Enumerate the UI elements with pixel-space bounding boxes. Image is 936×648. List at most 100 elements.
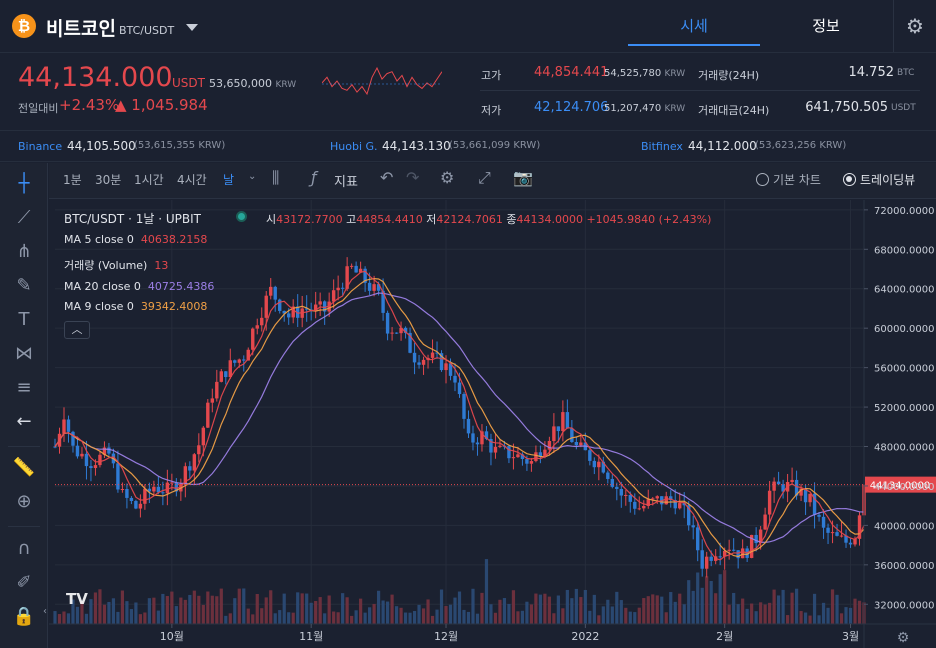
- legend-collapse-button[interactable]: ︿: [64, 321, 90, 339]
- candle-body: [534, 452, 538, 462]
- volume-bar: [570, 598, 574, 624]
- candle-body: [188, 466, 192, 471]
- legend-interval: 1날: [135, 212, 155, 226]
- volume-bar: [215, 596, 219, 624]
- volume-bar: [678, 593, 682, 624]
- volume-bar: [853, 598, 857, 624]
- price-chart[interactable]: 44134.0000 72000.0000 68000.0000 64000.0000…: [49, 200, 936, 648]
- tab-info[interactable]: 정보: [812, 17, 840, 35]
- volume-bar: [502, 598, 507, 624]
- candle-body: [731, 549, 736, 551]
- volume-bar: [345, 597, 349, 624]
- volume-bar: [723, 570, 727, 624]
- candle-body: [466, 418, 471, 434]
- volume-bar: [480, 592, 484, 624]
- settings-gear-icon[interactable]: ⚙: [893, 0, 936, 52]
- undo-icon[interactable]: ↶: [380, 168, 394, 187]
- text-tool-icon[interactable]: T: [18, 309, 30, 330]
- timeframe-dropdown-icon[interactable]: ⌄: [248, 171, 257, 182]
- volume-bar: [628, 611, 632, 624]
- coin-dropdown-icon[interactable]: [186, 24, 198, 31]
- candle-body: [129, 497, 134, 501]
- pattern-icon[interactable]: ⋈: [15, 343, 33, 364]
- timeframe-30m[interactable]: 30분: [95, 173, 122, 187]
- trend-line-icon[interactable]: ⟋: [17, 207, 31, 228]
- candle-body: [224, 371, 228, 378]
- basic-chart-radio[interactable]: [756, 173, 769, 186]
- ruler-icon[interactable]: 📏: [12, 457, 36, 478]
- volume-bar: [394, 606, 399, 624]
- candle-body: [269, 286, 273, 296]
- volume-bar: [732, 592, 736, 624]
- tradingview-radio[interactable]: [843, 173, 856, 186]
- redo-icon[interactable]: ↷: [406, 168, 420, 187]
- volume-bar: [534, 593, 538, 624]
- volume-bar: [53, 611, 57, 624]
- high-label: 고가: [481, 69, 502, 82]
- exchange-name[interactable]: Binance: [18, 140, 63, 153]
- candle-body: [287, 313, 291, 318]
- volume-bar: [651, 594, 655, 624]
- candle-body: [215, 381, 219, 399]
- volume-bar: [390, 594, 394, 624]
- volume-bar: [98, 589, 102, 624]
- candle-body: [201, 427, 206, 446]
- timeframe-4h[interactable]: 4시간: [177, 173, 207, 187]
- function-icon[interactable]: ƒ: [311, 168, 317, 187]
- fullscreen-icon[interactable]: ⤢: [478, 168, 491, 187]
- back-arrow-icon[interactable]: ←: [16, 411, 32, 432]
- candle-type-icon[interactable]: ⫼: [272, 168, 280, 187]
- volume-bar: [332, 611, 336, 624]
- y-tick-label: 36000.0000: [874, 561, 934, 572]
- volume-bar: [745, 608, 749, 624]
- candle-body: [538, 452, 543, 457]
- coin-name[interactable]: 비트코인: [46, 18, 116, 40]
- bitcoin-logo-icon: ₿: [12, 14, 36, 38]
- collapse-toolbar-icon[interactable]: ‹: [43, 606, 47, 617]
- camera-icon[interactable]: 📷: [513, 168, 533, 187]
- exchange-name[interactable]: Bitfinex: [641, 140, 683, 153]
- crosshair-icon[interactable]: ┼: [18, 173, 30, 194]
- tab-quote[interactable]: 시세: [628, 0, 760, 46]
- volume-bar: [844, 607, 848, 624]
- volume-bar: [610, 606, 614, 624]
- prediction-icon[interactable]: ≡: [16, 377, 32, 398]
- candle-body: [498, 445, 502, 447]
- volume-bar: [466, 611, 471, 624]
- lock-drawing-icon[interactable]: ✐: [16, 572, 32, 593]
- change-amount: ▲ 1,045.984: [115, 96, 208, 114]
- indicator-button[interactable]: 지표: [334, 175, 358, 190]
- fib-tool-icon[interactable]: ⋔: [16, 241, 32, 262]
- timeframe-1h[interactable]: 1시간: [134, 173, 164, 187]
- candle-body: [637, 508, 641, 510]
- volume-bar: [174, 606, 178, 624]
- tradingview-label[interactable]: 트레이딩뷰: [860, 173, 916, 187]
- candle-body: [372, 284, 376, 291]
- volume-bar: [210, 595, 214, 624]
- volume-bar: [188, 594, 192, 624]
- candle-body: [547, 441, 552, 450]
- brush-icon[interactable]: ✎: [16, 275, 32, 296]
- candle-body: [62, 419, 66, 434]
- chart-settings-icon[interactable]: ⚙: [440, 168, 455, 187]
- volume-bar: [309, 602, 313, 624]
- candle-body: [700, 550, 704, 569]
- magnet-icon[interactable]: ∩: [17, 538, 31, 559]
- volume-bar: [826, 607, 830, 624]
- exchange-name[interactable]: Huobi G.: [330, 140, 378, 153]
- lock-icon[interactable]: 🔒: [12, 606, 36, 627]
- volume-bar: [794, 588, 799, 624]
- coin-pair[interactable]: BTC/USDT: [119, 24, 175, 37]
- candle-body: [435, 352, 439, 354]
- candle-body: [349, 265, 354, 267]
- volume-bar: [803, 612, 808, 624]
- exchange-krw: (53,661,099 KRW): [449, 140, 541, 151]
- candle-body: [597, 461, 601, 468]
- timeframe-1m[interactable]: 1분: [63, 173, 82, 187]
- timeframe-day[interactable]: 날: [223, 173, 235, 187]
- basic-chart-label[interactable]: 기본 차트: [773, 173, 821, 187]
- axis-settings-icon[interactable]: ⚙: [897, 630, 910, 646]
- volume-bar: [107, 601, 111, 624]
- volume-bar: [143, 612, 147, 624]
- zoom-in-icon[interactable]: ⊕: [16, 491, 32, 512]
